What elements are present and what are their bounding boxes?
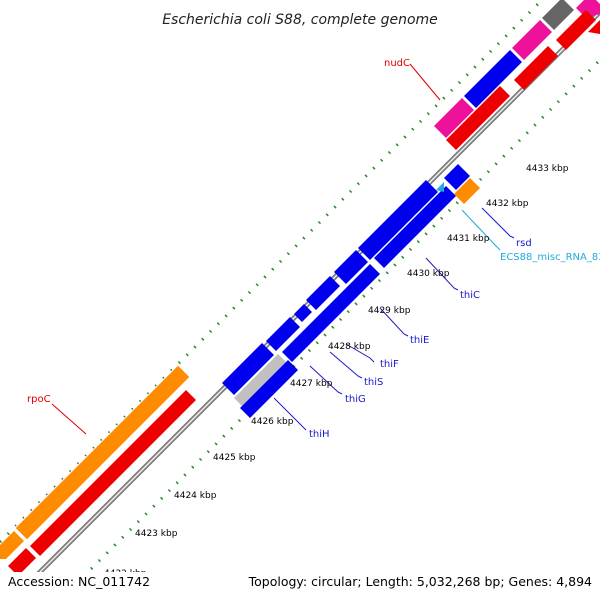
cds-blue-rsd [444,164,470,190]
tick-label-4427: 4427 kbp [290,379,333,389]
footer-background [0,572,600,600]
leader-thiE [379,307,409,337]
cds-rpoC-lower [30,390,196,556]
leader-nudC [409,63,441,101]
map-title: Escherichia coli S88, complete genome [162,12,438,28]
tick-label-4432: 4432 kbp [486,199,529,209]
cds-gray-top [542,0,574,30]
tick-label-4430: 4430 kbp [407,269,450,279]
tick-label-4428: 4428 kbp [328,342,371,352]
leader-thiF [345,343,375,363]
cds-blue-nudC-2 [464,50,522,108]
tick-label-4425: 4425 kbp [213,453,256,463]
tick-label-4426: 4426 kbp [251,417,294,427]
cds-blue-thi-r1 [240,360,298,418]
gene-label-leaders [51,63,515,435]
accession-text: Accession: NC_011742 [8,574,150,589]
label-thiE: thiE [410,335,429,346]
label-thiF: thiF [380,359,399,370]
tick-label-4429: 4429 kbp [368,306,411,316]
tick-track-inner [58,58,600,600]
cds-blue-thi-r2 [282,264,380,362]
label-thiC: thiC [460,290,480,301]
cds-red-corner [588,20,600,34]
cds-blue-thi-5 [334,250,368,284]
forward-strand-features [0,0,600,559]
cds-blue-thi-4 [306,276,340,310]
cds-blue-thi-2 [266,317,300,351]
cds-red-nudC-1 [446,86,510,150]
leader-rsd [481,207,515,239]
cds-gray-thi [234,354,286,406]
leader-rpoC [51,403,87,435]
tick-label-4431: 4431 kbp [447,234,490,244]
leader-thiS [329,351,363,379]
cds-blue-thi-6 [358,180,438,260]
cds-pink-corner [576,0,600,18]
leader-misc [461,209,501,251]
cds-orange-rsd [454,178,480,204]
label-rpoC: rpoC [27,394,51,405]
tick-label-4424: 4424 kbp [174,491,217,501]
cds-orange-left [0,531,24,559]
gene-labels: nudC rpoC rsd ECS88_misc_RNA_83 thiC thi… [27,58,600,440]
tick-label-4433: 4433 kbp [526,164,569,174]
cds-blue-thi-1 [222,343,274,395]
label-thiS: thiS [364,377,383,388]
reverse-strand-features [8,10,600,576]
label-misc-rna: ECS88_misc_RNA_83 [500,252,600,263]
topology-summary: Topology: circular; Length: 5,032,268 bp… [248,574,592,589]
cds-red-nudC-3 [556,10,596,50]
cds-red-nudC-2 [514,46,558,90]
cds-rpoC-upper [14,364,191,541]
leader-thiH [273,397,307,431]
cds-pink-nudC-3 [512,20,552,60]
cds-red-left [8,548,36,576]
label-rsd: rsd [516,238,532,249]
label-thiH: thiH [309,429,330,440]
leader-thiC [425,257,459,291]
label-thiG: thiG [345,394,366,405]
misc-rna-marker [436,182,444,192]
cds-blue-thi-3 [294,304,312,322]
tick-label-4423: 4423 kbp [135,529,178,539]
leader-thiG [309,365,343,395]
cds-blue-thi-r3 [374,186,456,268]
label-nudC: nudC [384,58,410,69]
cds-pink-nudC-1 [434,98,474,138]
